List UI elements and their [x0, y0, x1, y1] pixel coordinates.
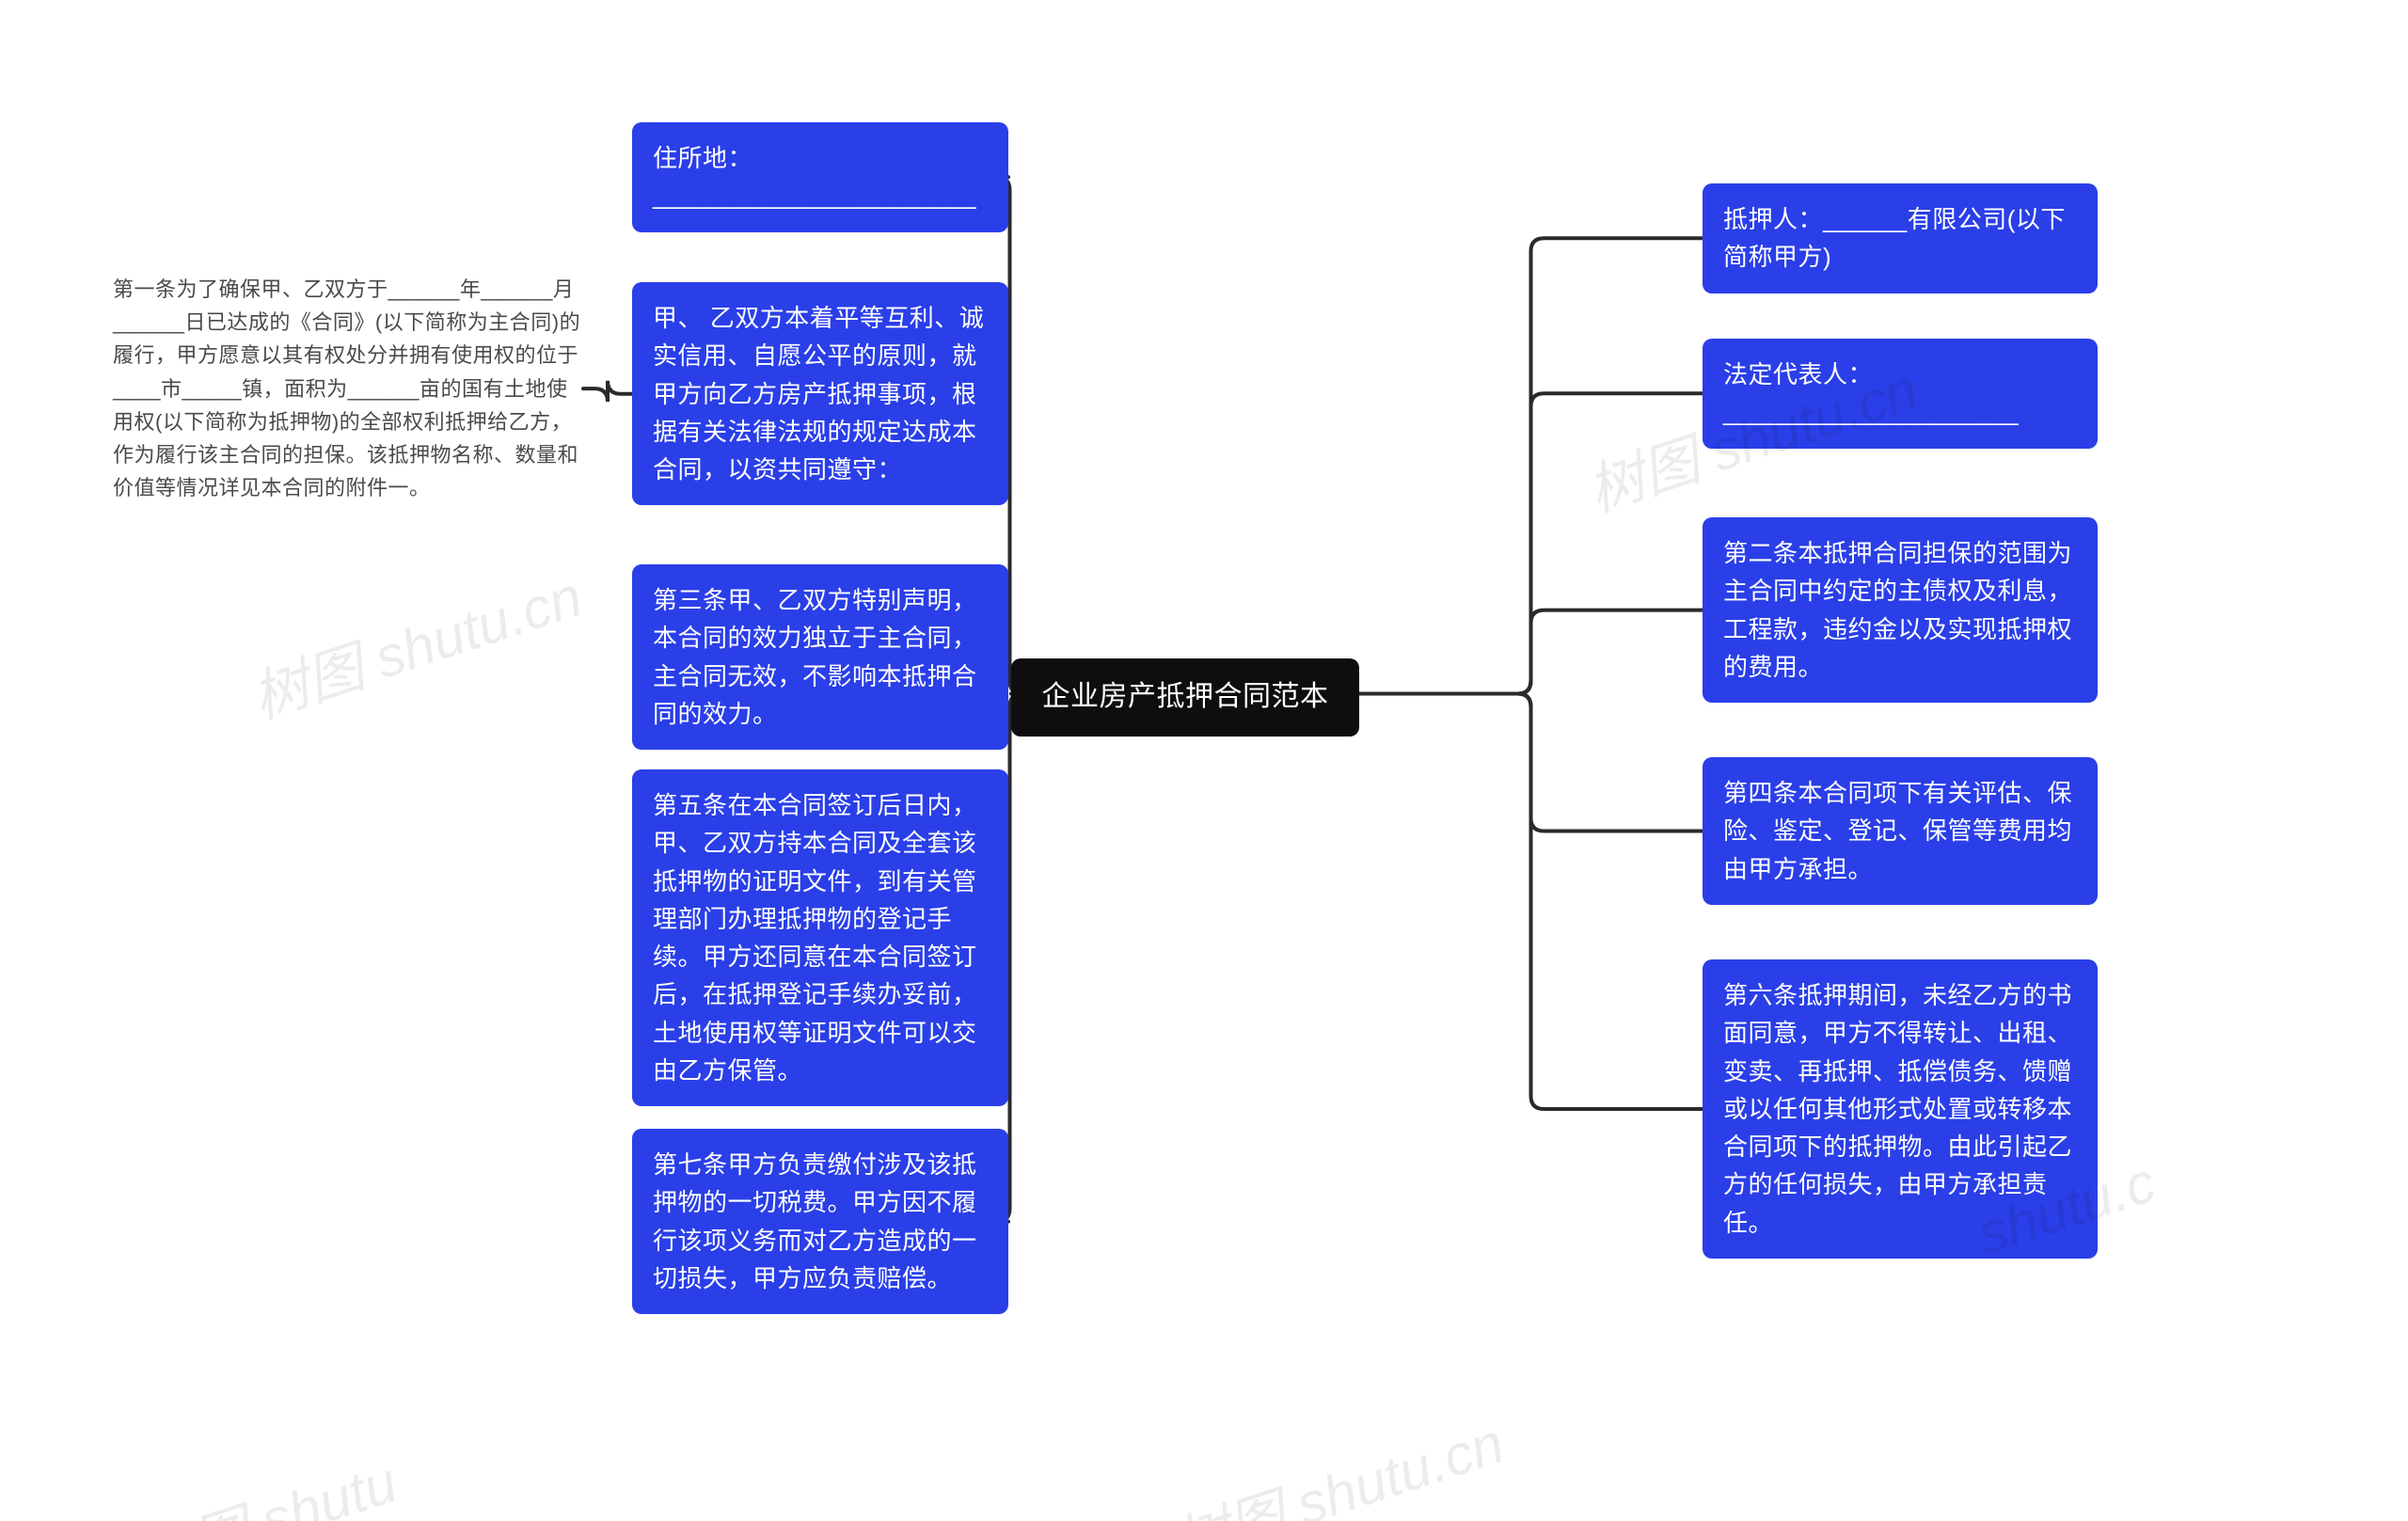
left-node-article1: 第一条为了确保甲、乙双方于______年______月______日已达成的《合…	[113, 273, 583, 504]
left-node-address: 住所地：_______________________	[632, 122, 1008, 232]
node-text: 住所地：_______________________	[653, 144, 976, 210]
node-text: 第一条为了确保甲、乙双方于______年______月______日已达成的《合…	[113, 277, 580, 499]
mindmap-root: 企业房产抵押合同范本	[1011, 658, 1359, 737]
watermark: 图 shutu	[181, 1437, 405, 1521]
node-text: 第六条抵押期间，未经乙方的书面同意，甲方不得转让、出租、变卖、再抵押、抵偿债务、…	[1723, 981, 2072, 1237]
left-node-preamble: 甲、 乙双方本着平等互利、诚实信用、自愿公平的原则，就甲方向乙方房产抵押事项，根…	[632, 282, 1008, 505]
root-label: 企业房产抵押合同范本	[1042, 681, 1329, 712]
left-node-article3: 第三条甲、乙双方特别声明，本合同的效力独立于主合同，主合同无效，不影响本抵押合同…	[632, 564, 1008, 750]
right-node-article6: 第六条抵押期间，未经乙方的书面同意，甲方不得转让、出租、变卖、再抵押、抵偿债务、…	[1703, 959, 2098, 1259]
node-text: 第七条甲方负责缴付涉及该抵押物的一切税费。甲方因不履行该项义务而对乙方造成的一切…	[653, 1150, 977, 1292]
node-text: 抵押人：______有限公司(以下简称甲方)	[1723, 205, 2066, 271]
node-text: 第四条本合同项下有关评估、保险、鉴定、登记、保管等费用均由甲方承担。	[1723, 779, 2072, 883]
right-node-article2: 第二条本抵押合同担保的范围为主合同中约定的主债权及利息，工程款，违约金以及实现抵…	[1703, 517, 2098, 703]
left-node-article7: 第七条甲方负责缴付涉及该抵押物的一切税费。甲方因不履行该项义务而对乙方造成的一切…	[632, 1129, 1008, 1314]
node-text: 法定代表人：_____________________	[1723, 360, 2019, 426]
watermark: 树图 shutu.cn	[1162, 1398, 1513, 1521]
right-node-mortgagor: 抵押人：______有限公司(以下简称甲方)	[1703, 183, 2098, 293]
node-text: 第三条甲、乙双方特别声明，本合同的效力独立于主合同，主合同无效，不影响本抵押合同…	[653, 586, 977, 728]
node-text: 甲、 乙双方本着平等互利、诚实信用、自愿公平的原则，就甲方向乙方房产抵押事项，根…	[653, 304, 984, 483]
node-text: 第二条本抵押合同担保的范围为主合同中约定的主债权及利息，工程款，违约金以及实现抵…	[1723, 539, 2072, 681]
right-node-representative: 法定代表人：_____________________	[1703, 339, 2098, 449]
node-text: 第五条在本合同签订后日内，甲、乙双方持本合同及全套该抵押物的证明文件，到有关管理…	[653, 791, 977, 1085]
watermark: 树图 shutu.cn	[240, 551, 591, 735]
left-node-article5: 第五条在本合同签订后日内，甲、乙双方持本合同及全套该抵押物的证明文件，到有关管理…	[632, 769, 1008, 1106]
right-node-article4: 第四条本合同项下有关评估、保险、鉴定、登记、保管等费用均由甲方承担。	[1703, 757, 2098, 905]
